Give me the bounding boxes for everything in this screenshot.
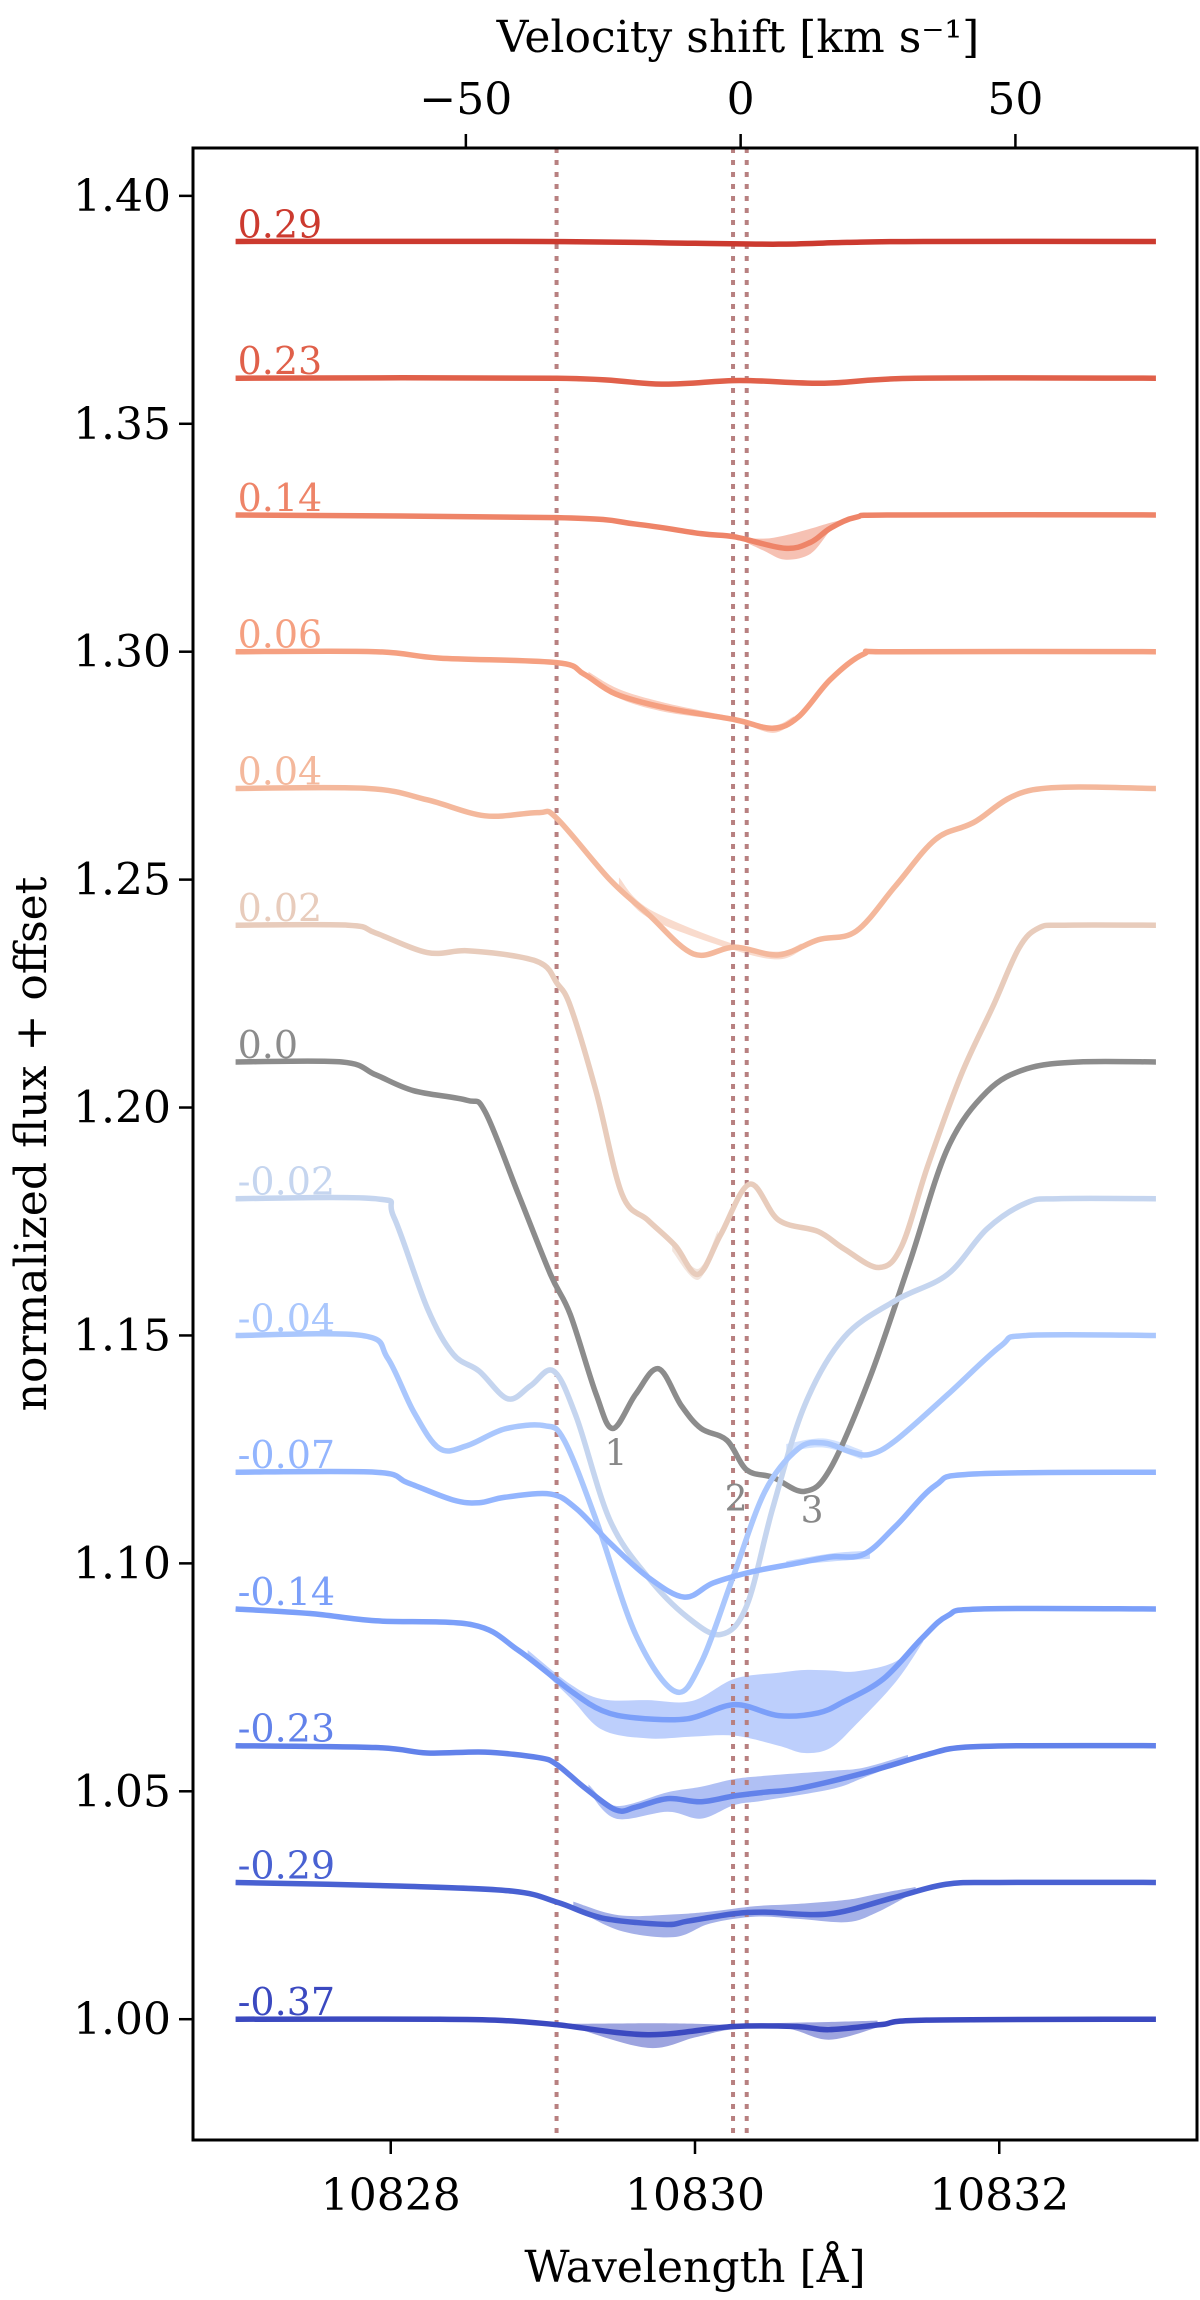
y-tick-label: 1.00 bbox=[73, 1994, 171, 2045]
series-lines bbox=[235, 238, 1156, 2038]
y-tick-label: 1.30 bbox=[73, 627, 171, 678]
series-label: -0.29 bbox=[238, 1843, 335, 1887]
series-label: 0.0 bbox=[238, 1023, 298, 1067]
series-line bbox=[235, 1742, 1156, 1814]
line-markers bbox=[554, 148, 749, 2140]
y-tick-label: 1.20 bbox=[73, 1083, 171, 1134]
uncertainty-band bbox=[588, 1754, 908, 1820]
y-tick-label: 1.10 bbox=[73, 1538, 171, 1589]
y-tick-label: 1.25 bbox=[73, 855, 171, 906]
annotations: 1 2 3 bbox=[604, 1433, 823, 1531]
x-axis-title: Wavelength [Å] bbox=[524, 2240, 865, 2293]
series-label: -0.23 bbox=[238, 1707, 335, 1751]
top-tick-label: 50 bbox=[987, 74, 1043, 125]
series-label: 0.23 bbox=[238, 339, 323, 383]
series-line bbox=[235, 648, 1156, 732]
annotation-label: 1 bbox=[604, 1433, 627, 1474]
top-axis-title: Velocity shift [km s⁻¹] bbox=[496, 12, 980, 63]
series-line bbox=[235, 784, 1156, 958]
y-tick-label: 1.40 bbox=[73, 171, 171, 222]
series-label: -0.04 bbox=[238, 1296, 335, 1340]
top-velocity-axis: −50 0 50 bbox=[419, 74, 1043, 148]
series-label: -0.07 bbox=[238, 1433, 335, 1477]
series-label: 0.14 bbox=[238, 476, 323, 520]
top-tick-label: −50 bbox=[419, 74, 512, 125]
uncertainty-bands bbox=[527, 518, 924, 2049]
series-line bbox=[235, 375, 1156, 387]
uncertainty-band bbox=[527, 1635, 924, 1754]
top-tick-label: 0 bbox=[727, 74, 755, 125]
y-tick-label: 1.15 bbox=[73, 1310, 171, 1361]
series-line bbox=[235, 1879, 1156, 1928]
series-label: 0.29 bbox=[238, 202, 323, 246]
x-tick-label: 10828 bbox=[321, 2170, 461, 2221]
series-label: -0.14 bbox=[238, 1570, 335, 1614]
x-tick-label: 10830 bbox=[625, 2170, 765, 2221]
series-line bbox=[235, 921, 1156, 1278]
y-tick-label: 1.35 bbox=[73, 399, 171, 450]
series-line bbox=[235, 1331, 1156, 1696]
series-label: -0.37 bbox=[238, 1980, 335, 2024]
series-line bbox=[235, 238, 1156, 247]
series-labels: 0.29 0.23 0.14 0.06 0.04 0.02 0.0 -0.02 -0.04 -0.… bbox=[238, 202, 335, 2024]
uncertainty-band bbox=[734, 518, 848, 560]
series-line bbox=[235, 1605, 1156, 1723]
x-tick-label: 10832 bbox=[929, 2170, 1069, 2221]
annotation-label: 2 bbox=[725, 1479, 748, 1520]
series-line bbox=[235, 1058, 1156, 1495]
uncertainty-band bbox=[618, 877, 802, 960]
series-line bbox=[235, 2016, 1156, 2038]
x-axis: 10828 10830 10832 bbox=[321, 2140, 1069, 2221]
series-label: 0.04 bbox=[238, 749, 323, 793]
annotation-label: 3 bbox=[801, 1490, 824, 1531]
series-label: 0.06 bbox=[238, 613, 323, 657]
y-axis-title: normalized flux + offset bbox=[6, 876, 57, 1411]
plot-frame bbox=[191, 146, 1199, 2142]
series-line bbox=[235, 1468, 1156, 1600]
uncertainty-band bbox=[588, 671, 794, 733]
series-line bbox=[235, 512, 1156, 552]
series-label: 0.02 bbox=[238, 886, 323, 930]
y-tick-label: 1.05 bbox=[73, 1766, 171, 1817]
series-label: -0.02 bbox=[238, 1160, 335, 1204]
series-line bbox=[235, 1194, 1156, 1638]
y-axis: 1.00 1.05 1.10 1.15 1.20 1.25 1.30 1.35 1.40 bbox=[73, 171, 193, 2045]
